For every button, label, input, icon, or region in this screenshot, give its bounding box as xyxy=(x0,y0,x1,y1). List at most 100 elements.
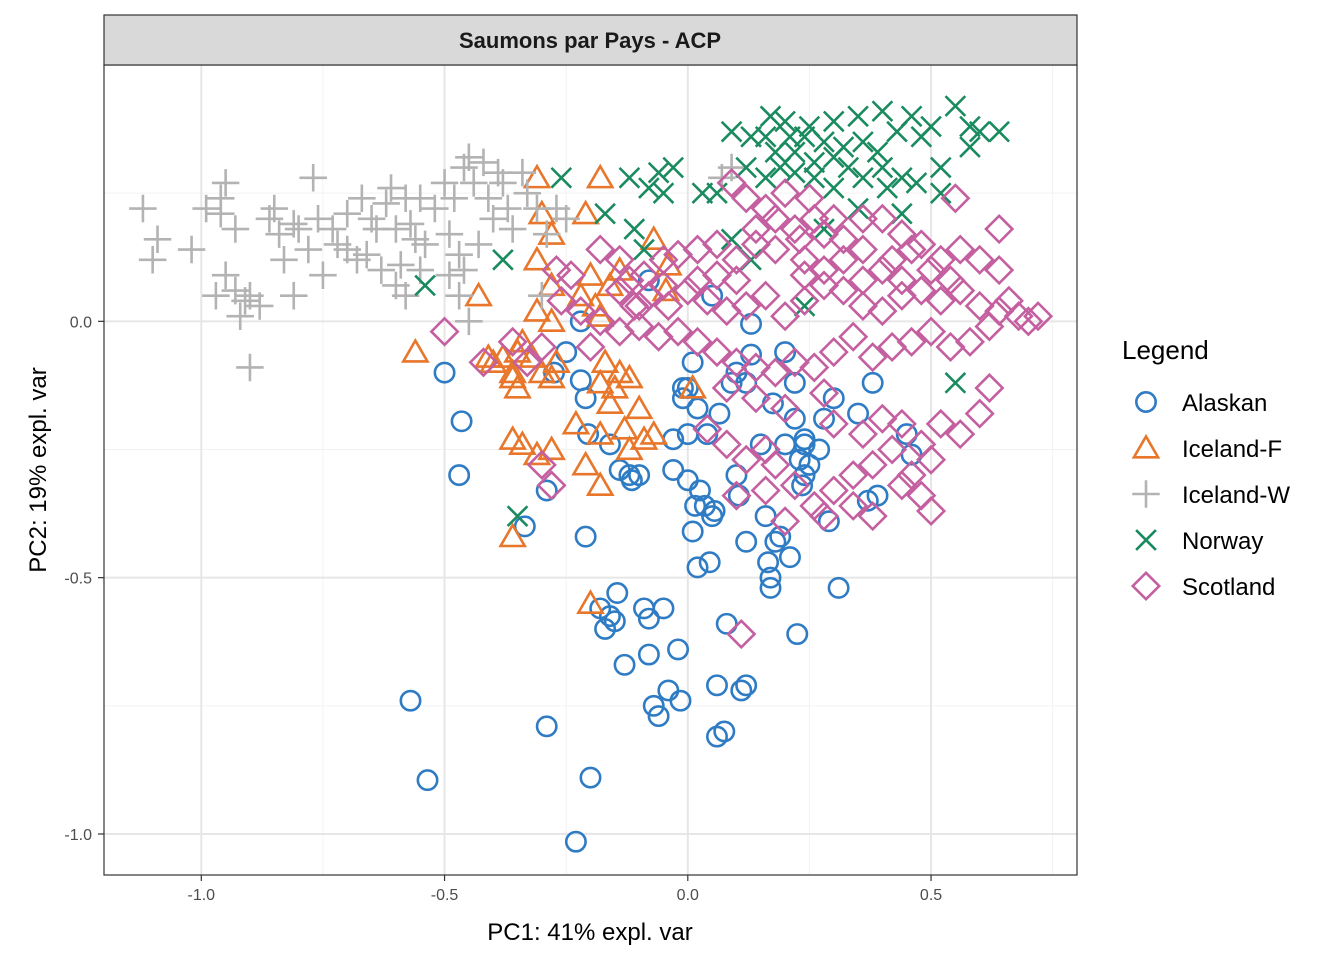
data-point-scotland xyxy=(808,378,840,409)
data-point-scotland xyxy=(896,234,927,265)
data-point-norway xyxy=(847,197,869,220)
data-point-scotland xyxy=(429,316,460,347)
data-point-alaskan xyxy=(637,269,660,292)
data-point-iceland-w xyxy=(396,210,425,238)
data-point-scotland xyxy=(585,234,616,265)
data-point-scotland xyxy=(799,203,830,234)
data-point-alaskan xyxy=(791,474,814,497)
data-point-norway xyxy=(944,95,967,117)
data-point-norway xyxy=(414,274,436,297)
data-point-iceland-f xyxy=(571,199,600,225)
data-point-alaskan xyxy=(416,769,439,792)
data-point-scotland xyxy=(760,203,791,234)
y-tick-label: -1.0 xyxy=(64,827,92,844)
data-point-alaskan xyxy=(701,284,724,307)
data-point-scotland xyxy=(604,316,635,347)
data-point-norway xyxy=(822,146,845,169)
data-point-iceland-w xyxy=(382,215,410,243)
data-point-iceland-w xyxy=(352,240,381,269)
data-point-iceland-f xyxy=(605,358,635,384)
data-point-norway xyxy=(506,505,529,527)
data-point-norway xyxy=(959,136,981,158)
data-point-scotland xyxy=(925,408,956,439)
data-point-alaskan xyxy=(713,720,736,743)
data-point-scotland xyxy=(770,178,801,209)
data-point-iceland-w xyxy=(508,158,537,187)
data-point-iceland-w xyxy=(143,225,172,254)
data-point-iceland-f xyxy=(473,343,503,368)
data-point-scotland xyxy=(604,275,635,306)
data-point-norway xyxy=(784,161,806,184)
data-point-norway xyxy=(754,125,777,148)
data-point-scotland xyxy=(526,331,557,363)
data-point-iceland-w xyxy=(260,194,289,223)
data-point-iceland-w xyxy=(279,281,308,310)
data-point-alaskan xyxy=(861,371,884,394)
series-alaskan xyxy=(399,269,923,853)
data-point-iceland-w xyxy=(498,215,527,243)
data-point-alaskan xyxy=(448,464,471,487)
data-point-norway xyxy=(735,156,757,179)
legend-label-norway: Norway xyxy=(1182,528,1263,555)
data-point-iceland-w xyxy=(279,210,308,238)
data-point-iceland-w xyxy=(440,184,469,213)
data-point-iceland-w xyxy=(474,184,503,213)
data-point-scotland xyxy=(512,347,543,378)
x-tick-label: 0.0 xyxy=(677,887,699,904)
data-point-norway xyxy=(968,120,991,143)
data-point-scotland xyxy=(808,255,840,286)
data-point-norway xyxy=(910,125,933,148)
data-point-scotland xyxy=(770,301,801,332)
data-point-iceland-f xyxy=(508,430,537,456)
data-point-alaskan xyxy=(764,530,787,553)
data-point-scotland xyxy=(906,229,937,260)
data-point-scotland xyxy=(721,347,752,378)
data-point-iceland-f xyxy=(678,373,708,399)
data-point-alaskan xyxy=(684,494,707,517)
data-point-iceland-w xyxy=(221,215,250,243)
chart-title: Saumons par Pays - ACP xyxy=(459,28,721,53)
legend: Legend Alaskan Iceland-F Iceland-W Norway Sc… xyxy=(1122,335,1290,602)
data-point-scotland xyxy=(945,275,976,306)
data-point-alaskan xyxy=(513,515,536,538)
data-point-scotland xyxy=(828,224,859,255)
data-point-scotland xyxy=(974,372,1005,404)
data-point-scotland xyxy=(886,265,917,296)
data-point-scotland xyxy=(877,244,908,275)
data-point-alaskan xyxy=(647,705,670,728)
data-point-iceland-f xyxy=(542,348,571,373)
data-point-norway xyxy=(492,248,514,271)
series-scotland xyxy=(429,167,1054,650)
data-point-norway xyxy=(633,238,655,261)
data-point-alaskan xyxy=(703,500,726,522)
data-point-iceland-w xyxy=(411,230,439,259)
data-point-iceland-w xyxy=(304,205,332,233)
data-point-iceland-w xyxy=(450,256,478,284)
data-point-iceland-f xyxy=(503,373,532,399)
data-point-iceland-w xyxy=(528,281,556,310)
data-point-iceland-f xyxy=(629,425,659,450)
data-point-iceland-w xyxy=(532,220,561,248)
data-point-norway xyxy=(803,151,826,174)
data-point-iceland-f xyxy=(595,389,625,415)
data-point-iceland-w xyxy=(435,220,464,248)
legend-title: Legend xyxy=(1122,335,1209,365)
data-point-iceland-f xyxy=(585,163,615,189)
x-tick-label: -1.0 xyxy=(188,887,216,904)
data-point-alaskan xyxy=(399,689,422,712)
data-point-scotland xyxy=(945,234,976,265)
data-point-scotland xyxy=(857,342,888,373)
data-point-norway xyxy=(929,182,952,204)
data-point-scotland xyxy=(556,260,587,291)
data-point-scotland xyxy=(886,470,917,501)
data-point-scotland xyxy=(877,434,908,465)
facet-strip xyxy=(103,14,1078,66)
data-point-iceland-w xyxy=(430,169,459,197)
data-point-scotland xyxy=(925,285,956,316)
data-point-scotland xyxy=(886,408,917,439)
data-point-iceland-f xyxy=(561,409,591,435)
data-point-iceland-w xyxy=(391,281,420,310)
data-point-iceland-f xyxy=(576,589,605,614)
data-point-scotland xyxy=(838,490,869,521)
data-point-norway xyxy=(803,166,826,189)
